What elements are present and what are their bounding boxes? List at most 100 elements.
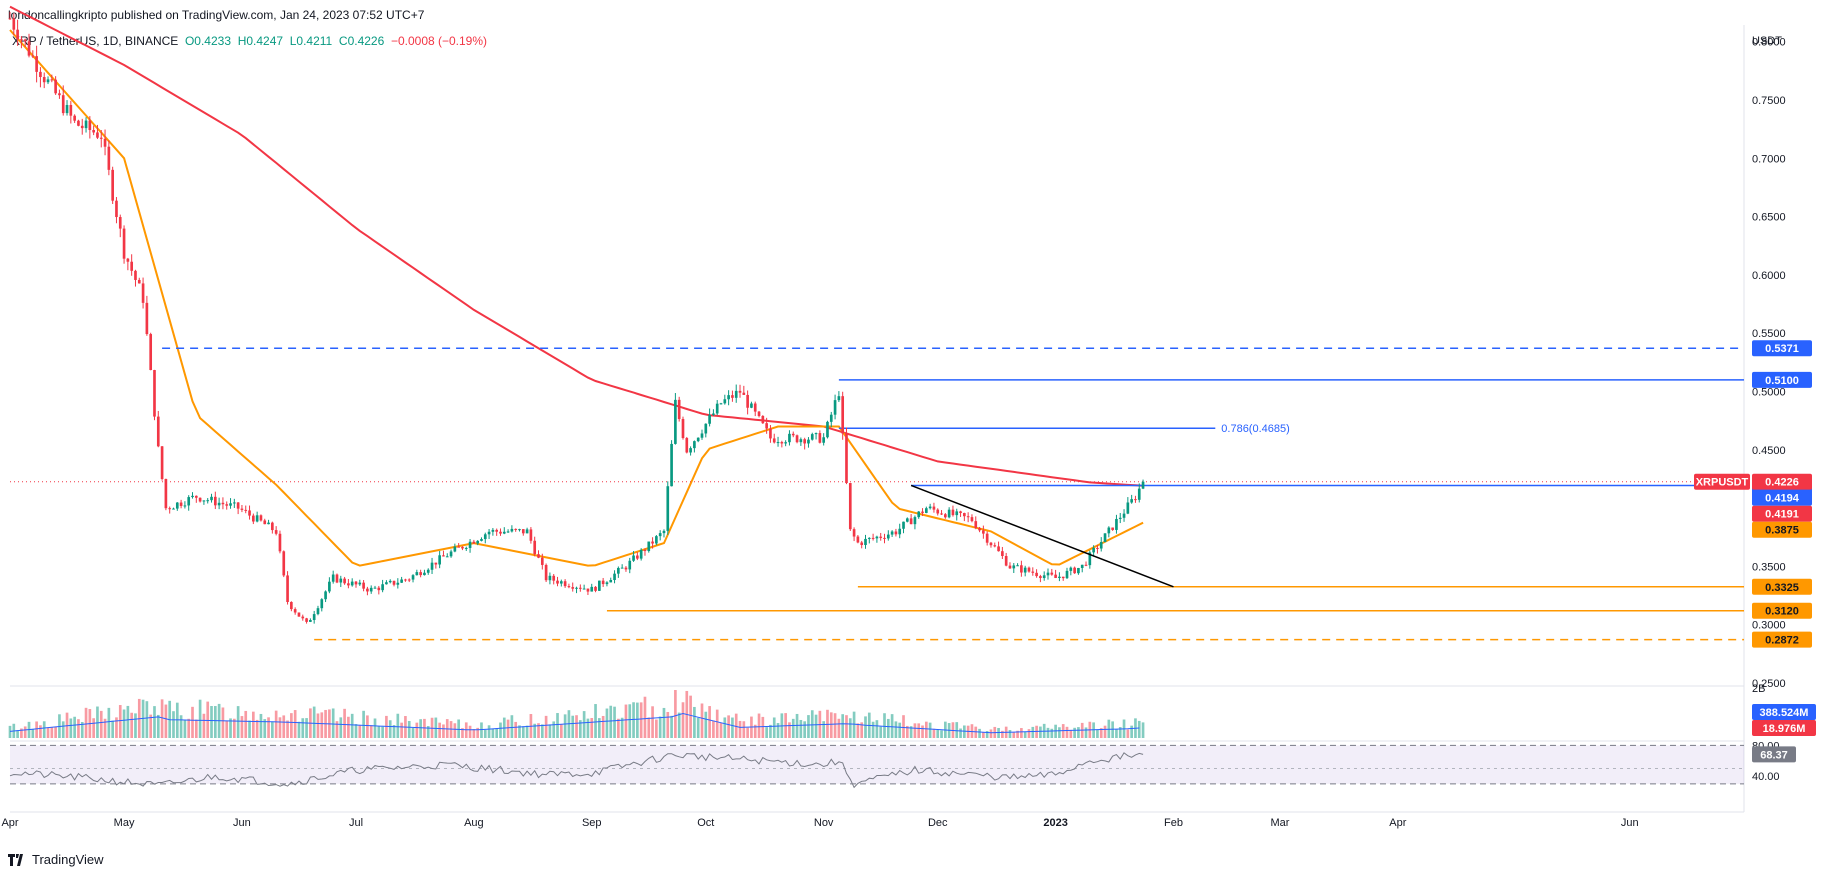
candle-body bbox=[1061, 576, 1065, 579]
symbol-title[interactable]: XRP / TetherUS, 1D, BINANCE bbox=[12, 34, 179, 48]
volume-bar bbox=[282, 715, 286, 738]
candle-body bbox=[274, 530, 278, 534]
candle-body bbox=[795, 435, 799, 443]
volume-bar bbox=[187, 718, 191, 738]
price-axis-tag bbox=[1752, 489, 1812, 506]
volume-bar bbox=[362, 710, 365, 738]
candle-body bbox=[928, 506, 932, 509]
volume-bar bbox=[1058, 727, 1061, 738]
y-tick-label: 0.3500 bbox=[1752, 561, 1786, 573]
volume-bar bbox=[149, 714, 153, 738]
candle-body bbox=[39, 71, 42, 78]
candle-body bbox=[544, 564, 548, 581]
volume-bar bbox=[639, 702, 643, 738]
volume-bar bbox=[860, 722, 864, 738]
candle-body bbox=[221, 502, 225, 505]
volume-bar bbox=[388, 720, 392, 738]
candle-body bbox=[373, 587, 377, 589]
volume-bar bbox=[898, 722, 902, 738]
candle-body bbox=[559, 581, 563, 584]
y-tick-label: 0.4500 bbox=[1752, 445, 1786, 457]
candle-body bbox=[605, 582, 609, 585]
candle-body bbox=[814, 433, 818, 435]
candle-body bbox=[404, 579, 407, 581]
volume-bar bbox=[643, 696, 647, 738]
symbol-axis-label: XRPUSDT bbox=[1696, 477, 1749, 489]
volume-bar bbox=[578, 720, 582, 738]
candle-body bbox=[921, 511, 924, 513]
candle-body bbox=[1134, 499, 1137, 501]
volume-bar bbox=[628, 704, 632, 738]
candle-body bbox=[217, 502, 221, 506]
candle-body bbox=[620, 567, 624, 569]
candle-body bbox=[852, 529, 856, 537]
candle-body bbox=[746, 394, 749, 408]
level-axis-label: 0.2872 bbox=[1765, 635, 1799, 647]
candle-body bbox=[263, 520, 267, 525]
candle-body bbox=[932, 506, 936, 510]
x-tick-label: Aug bbox=[464, 817, 484, 829]
candle-body bbox=[829, 414, 833, 422]
candle-body bbox=[164, 478, 168, 509]
candle-body bbox=[902, 521, 905, 529]
candle-body bbox=[856, 536, 860, 543]
candle-body bbox=[670, 443, 673, 487]
candle-body bbox=[457, 546, 460, 548]
candlesticks bbox=[8, 11, 1145, 624]
volume-bar bbox=[841, 714, 845, 738]
volume-bar bbox=[985, 731, 989, 738]
candle-body bbox=[1077, 567, 1080, 574]
candle-body bbox=[96, 132, 99, 138]
volume-bar bbox=[590, 718, 594, 738]
candle-body bbox=[951, 509, 955, 516]
volume-bar bbox=[594, 704, 597, 738]
y-tick-label: 0.6000 bbox=[1752, 270, 1786, 282]
level-axis-tag bbox=[1752, 340, 1812, 357]
candle-body bbox=[563, 581, 567, 587]
price-labels: XRPUSDT 0.4226 0.4194 0.4191 0.3875 bbox=[1694, 473, 1812, 538]
candle-body bbox=[894, 531, 898, 535]
descending-trendline[interactable] bbox=[910, 484, 1174, 588]
candle-body bbox=[742, 392, 746, 395]
candle-body bbox=[65, 104, 69, 114]
volume-bar bbox=[1130, 725, 1133, 738]
volume-bar bbox=[145, 701, 149, 738]
candle-body bbox=[175, 502, 179, 509]
candle-body bbox=[883, 537, 886, 539]
candle-body bbox=[875, 536, 879, 539]
candle-body bbox=[149, 334, 153, 371]
candle-body bbox=[118, 217, 122, 229]
volume-bar bbox=[647, 717, 651, 738]
candle-body bbox=[586, 588, 590, 592]
candle-body bbox=[449, 551, 453, 557]
candle-body bbox=[107, 146, 111, 170]
candle-body bbox=[483, 534, 487, 540]
volume-bar bbox=[39, 725, 42, 738]
level-axis-tag bbox=[1752, 578, 1812, 595]
volume-bar bbox=[609, 705, 613, 738]
price-chart[interactable]: 0.5371 0.5100 0.786(0.4685) 0.4194 0.3325 0.3… bbox=[0, 0, 1834, 850]
candle-body bbox=[909, 518, 913, 525]
candle-body bbox=[248, 510, 251, 516]
price-axis-label: 0.4191 bbox=[1765, 509, 1799, 521]
tradingview-watermark[interactable]: TradingView bbox=[8, 852, 104, 867]
candle-body bbox=[232, 502, 236, 504]
level-axis-tag bbox=[1752, 602, 1812, 619]
volume-bar bbox=[111, 720, 114, 738]
volume-bar bbox=[194, 719, 198, 738]
candle-body bbox=[628, 560, 632, 570]
candle-body bbox=[194, 495, 198, 498]
legend-low: L0.4211 bbox=[289, 34, 333, 48]
candle-body bbox=[350, 581, 354, 586]
volume-bar bbox=[385, 715, 388, 738]
volume-bar bbox=[559, 724, 563, 738]
volume-ma-line bbox=[9, 712, 1140, 734]
volume-bar bbox=[415, 722, 419, 738]
volume-bar bbox=[248, 720, 251, 738]
candle-body bbox=[84, 120, 88, 129]
candle-body bbox=[1130, 499, 1133, 503]
candle-body bbox=[1004, 555, 1008, 566]
volume-bar bbox=[229, 718, 232, 738]
candle-body bbox=[982, 530, 985, 534]
x-tick-label: May bbox=[114, 817, 135, 829]
